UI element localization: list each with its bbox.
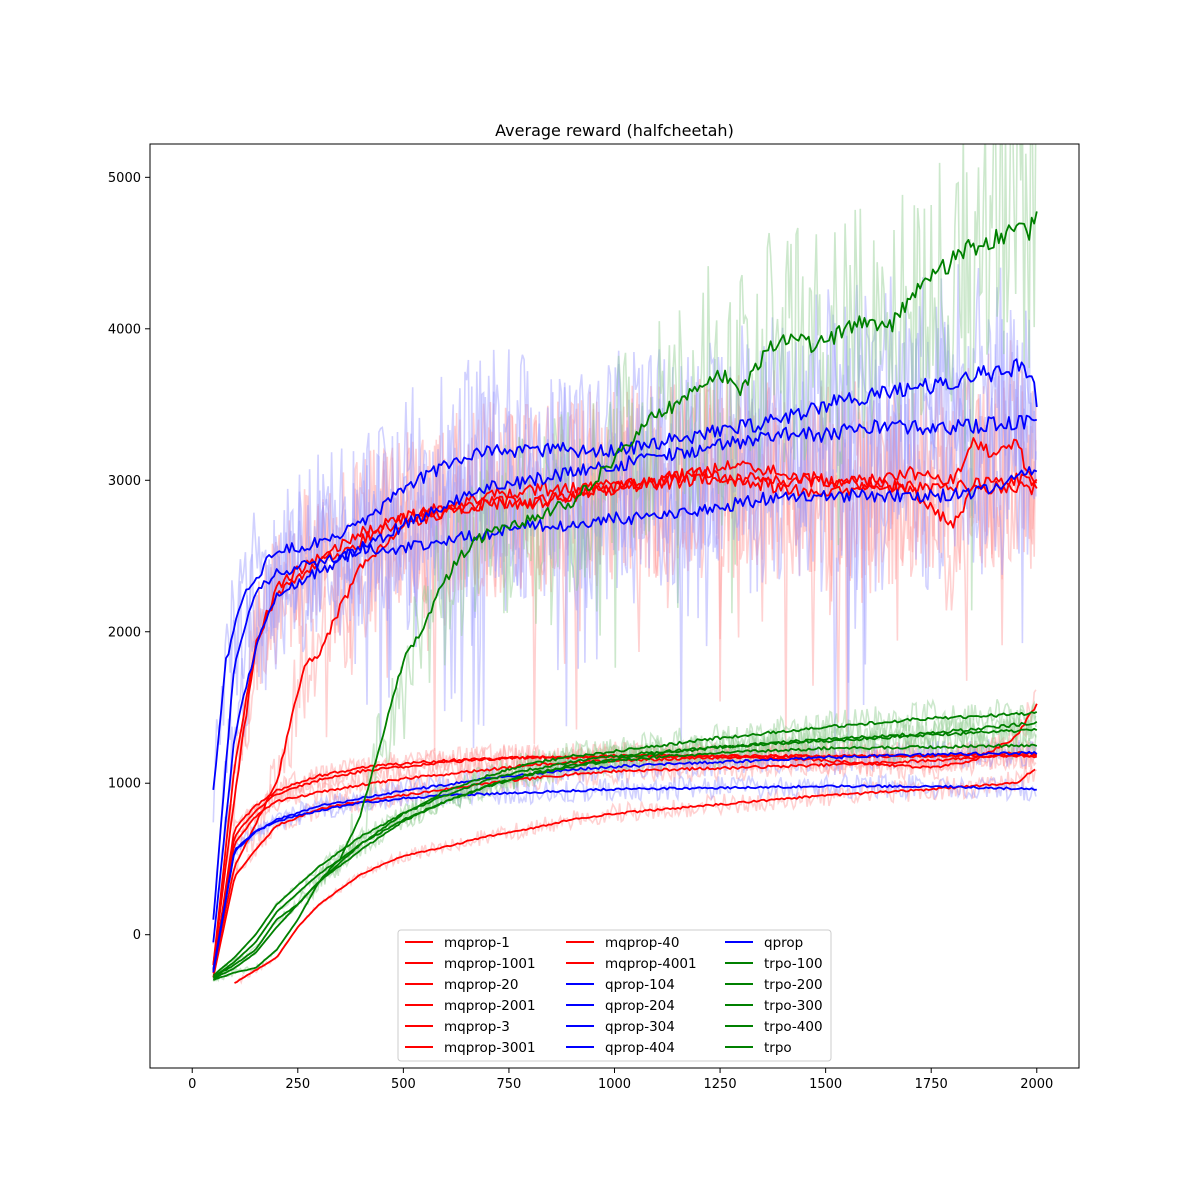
x-tick-label: 750 [497, 1077, 522, 1092]
legend-label-trpo-100: trpo-100 [764, 956, 823, 972]
series-line-trpo-100 [213, 743, 1038, 980]
series-line-qprop [212, 466, 1038, 943]
series-line-qprop-404 [212, 358, 1038, 790]
legend-label-qprop-204: qprop-204 [605, 998, 675, 1014]
y-tick-label: 3000 [108, 474, 141, 489]
legend-label-trpo: trpo [764, 1040, 792, 1056]
x-tick-label: 1500 [809, 1077, 842, 1092]
series-band-trpo-300 [212, 706, 1037, 979]
series-band-trpo-200 [212, 717, 1037, 978]
series-line-mqprop-1 [212, 753, 1038, 978]
legend-label-mqprop-3001: mqprop-3001 [444, 1040, 536, 1056]
y-axis: 0 1000 2000 3000 4000 5000 [108, 171, 150, 943]
x-tick-label: 1750 [915, 1077, 948, 1092]
series-line-qprop-104 [212, 750, 1038, 973]
legend-label-trpo-400: trpo-400 [764, 1019, 823, 1035]
x-tick-label: 2000 [1020, 1077, 1053, 1092]
series-band-qprop-104 [212, 739, 1037, 971]
y-tick-label: 1000 [108, 777, 141, 792]
series-band-qprop-304 [212, 310, 1037, 917]
legend-label-mqprop-1: mqprop-1 [444, 935, 510, 951]
legend-label-qprop-304: qprop-304 [605, 1019, 675, 1035]
series-lines [212, 211, 1038, 984]
legend-label-trpo-300: trpo-300 [764, 998, 823, 1014]
x-tick-label: 1250 [704, 1077, 737, 1092]
series-line-mqprop-4001 [212, 437, 1037, 966]
y-tick-label: 2000 [108, 625, 141, 640]
series-line-trpo [212, 211, 1038, 979]
series-band-mqprop-40 [212, 689, 1037, 972]
x-axis: 0 250 500 750 1000 1250 1500 1750 2000 [188, 1068, 1053, 1092]
series-line-mqprop-3 [234, 768, 1036, 984]
legend-label-trpo-200: trpo-200 [764, 977, 823, 993]
x-tick-label: 1000 [598, 1077, 631, 1092]
legend-label-qprop: qprop [764, 935, 803, 951]
y-tick-label: 0 [133, 928, 141, 943]
legend-label-mqprop-2001: mqprop-2001 [444, 998, 536, 1014]
legend-label-qprop-404: qprop-404 [605, 1040, 675, 1056]
y-tick-label: 4000 [108, 322, 141, 337]
legend-label-mqprop-1001: mqprop-1001 [444, 956, 536, 972]
legend-label-mqprop-40: mqprop-40 [605, 935, 679, 951]
series-line-trpo-300 [212, 721, 1038, 979]
legend-label-mqprop-20: mqprop-20 [444, 977, 518, 993]
series-line-qprop-204 [212, 784, 1037, 970]
legend-box [397, 929, 832, 1062]
legend: mqprop-1 mqprop-1001 mqprop-20 mqprop-2001 m… [397, 929, 832, 1062]
series-band-mqprop-1001 [212, 379, 1037, 975]
series-line-trpo-200 [212, 727, 1038, 977]
legend-label-mqprop-3: mqprop-3 [444, 1019, 510, 1035]
x-tick-label: 250 [285, 1077, 310, 1092]
series-line-trpo-400 [212, 711, 1038, 981]
series-band-mqprop-2001 [212, 737, 1037, 974]
chart-title: Average reward (halfcheetah) [495, 121, 734, 140]
legend-label-qprop-104: qprop-104 [605, 977, 675, 993]
x-tick-label: 0 [188, 1077, 196, 1092]
legend-label-mqprop-4001: mqprop-4001 [605, 956, 697, 972]
x-tick-label: 500 [391, 1077, 416, 1092]
series-band-trpo [212, 144, 1037, 982]
series-line-mqprop-40 [212, 703, 1038, 973]
y-tick-label: 5000 [108, 171, 141, 186]
series-bands [212, 144, 1038, 985]
